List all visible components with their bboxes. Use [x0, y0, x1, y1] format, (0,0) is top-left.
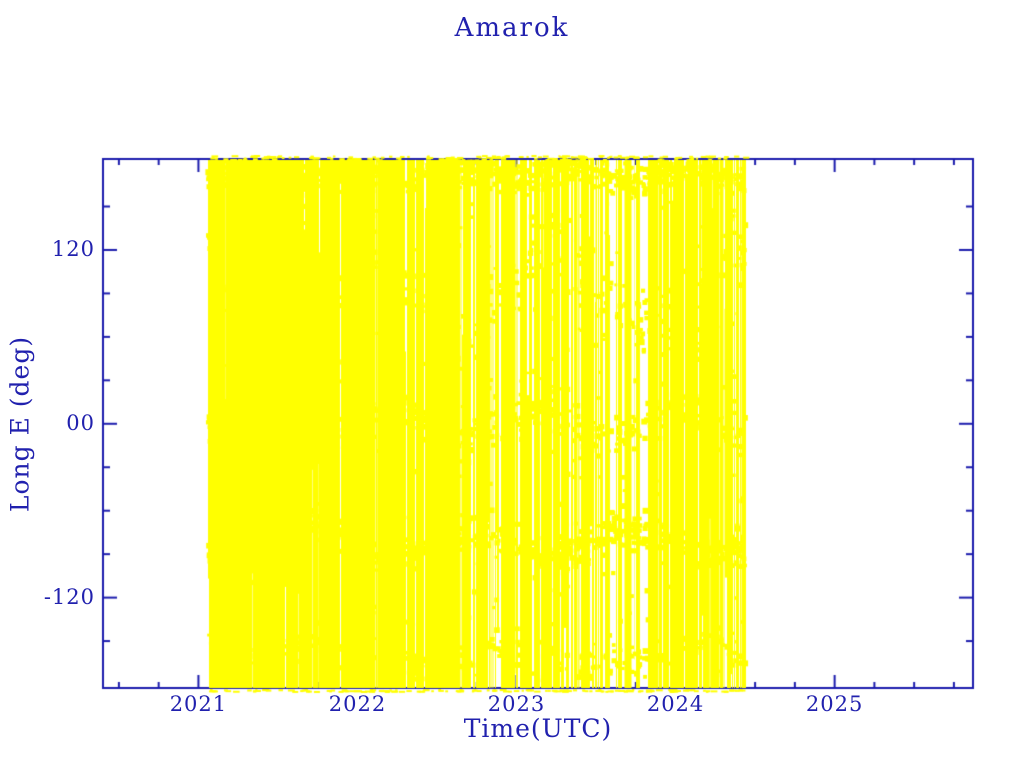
- y-tick-label-00: 00: [66, 410, 95, 435]
- x-tick-label-2021: 2021: [169, 692, 228, 716]
- x-tick-label-2024: 2024: [646, 692, 705, 716]
- x-axis-label: Time(UTC): [463, 714, 613, 743]
- y-tick-label-120: 120: [51, 236, 95, 261]
- x-tick-label-2023: 2023: [487, 692, 546, 716]
- y-tick-label--120: -120: [43, 584, 95, 609]
- x-tick-label-2022: 2022: [328, 692, 387, 716]
- chart-title: Amarok: [454, 13, 570, 43]
- x-tick-label-2025: 2025: [805, 692, 864, 716]
- y-axis-label: Long E (deg): [5, 335, 35, 513]
